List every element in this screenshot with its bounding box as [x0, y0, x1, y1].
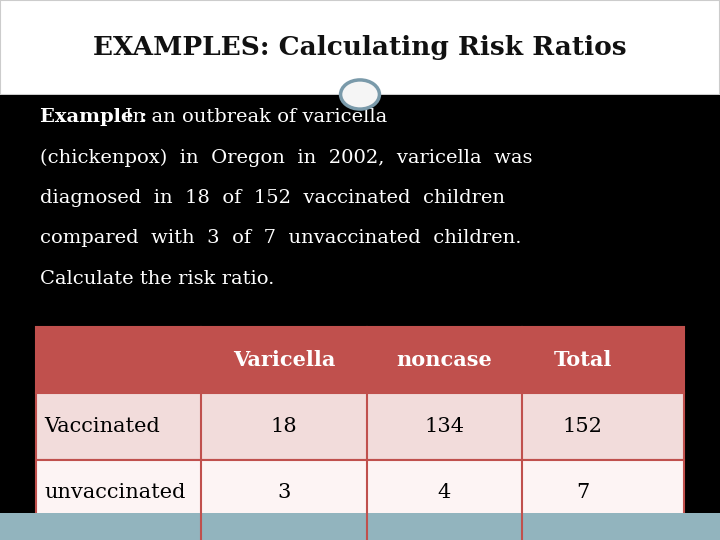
FancyBboxPatch shape [0, 513, 720, 540]
Text: Calculate the risk ratio.: Calculate the risk ratio. [40, 270, 274, 288]
Text: 7: 7 [576, 483, 590, 502]
Text: compared  with  3  of  7  unvaccinated  children.: compared with 3 of 7 unvaccinated childr… [40, 230, 521, 247]
FancyBboxPatch shape [36, 393, 684, 460]
Text: (chickenpox)  in  Oregon  in  2002,  varicella  was: (chickenpox) in Oregon in 2002, varicell… [40, 148, 532, 167]
Circle shape [341, 80, 379, 109]
FancyBboxPatch shape [0, 0, 720, 94]
Text: 3: 3 [277, 483, 291, 502]
Text: Vaccinated: Vaccinated [45, 417, 161, 436]
Text: unvaccinated: unvaccinated [45, 483, 186, 502]
Text: Varicella: Varicella [233, 350, 335, 370]
Text: Example :: Example : [40, 108, 153, 126]
Text: 152: 152 [563, 417, 603, 436]
FancyBboxPatch shape [36, 327, 684, 393]
Text: EXAMPLES: Calculating Risk Ratios: EXAMPLES: Calculating Risk Ratios [93, 35, 627, 60]
Text: 134: 134 [424, 417, 464, 436]
Text: 18: 18 [271, 417, 297, 436]
FancyBboxPatch shape [36, 526, 684, 540]
Text: In an outbreak of varicella: In an outbreak of varicella [125, 108, 387, 126]
Text: 4: 4 [438, 483, 451, 502]
Text: diagnosed  in  18  of  152  vaccinated  children: diagnosed in 18 of 152 vaccinated childr… [40, 189, 505, 207]
FancyBboxPatch shape [0, 94, 720, 513]
Text: noncase: noncase [396, 350, 492, 370]
FancyBboxPatch shape [36, 460, 684, 526]
Text: Total: Total [554, 350, 612, 370]
